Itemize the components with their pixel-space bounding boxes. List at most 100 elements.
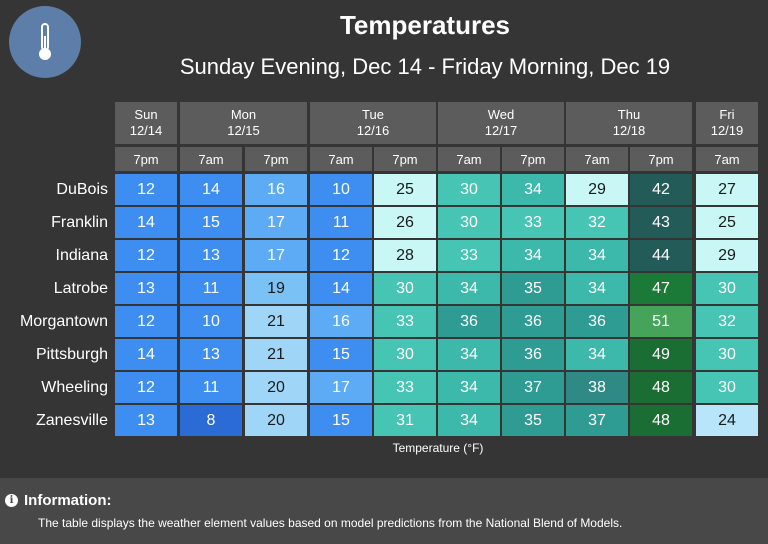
temperature-cell: 44 <box>630 240 692 271</box>
temperature-cell: 33 <box>502 207 564 238</box>
temperature-cell: 36 <box>502 306 564 337</box>
city-label: Morgantown <box>19 312 108 330</box>
temperature-cell: 33 <box>374 306 436 337</box>
temperature-cell: 51 <box>630 306 692 337</box>
time-header: 7am <box>566 147 628 171</box>
day-date: 12/16 <box>356 123 390 138</box>
temperature-cell: 21 <box>245 306 307 337</box>
temperature-cell: 30 <box>696 372 758 403</box>
temperature-cell: 24 <box>696 405 758 436</box>
temperature-cell: 36 <box>566 306 628 337</box>
temperature-cell: 14 <box>115 207 177 238</box>
temperature-cell: 15 <box>180 207 242 238</box>
temperature-cell: 37 <box>502 372 564 403</box>
temperature-cell: 30 <box>374 339 436 370</box>
day-date: 12/17 <box>484 123 518 138</box>
day-header-wed: Wed 12/17 <box>438 102 564 144</box>
temperature-cell: 14 <box>115 339 177 370</box>
information-panel: i Information: The table displays the we… <box>0 478 768 544</box>
day-name: Thu <box>617 107 641 122</box>
temperature-cell: 21 <box>245 339 307 370</box>
temperature-cell: 48 <box>630 405 692 436</box>
temperature-cell: 43 <box>630 207 692 238</box>
temperature-cell: 34 <box>502 240 564 271</box>
time-header: 7pm <box>502 147 564 171</box>
time-header: 7pm <box>115 147 177 171</box>
temperature-cell: 19 <box>245 273 307 304</box>
temperature-cell: 13 <box>180 240 242 271</box>
day-header-fri: Fri 12/19 <box>696 102 758 144</box>
temperature-cell: 14 <box>180 174 242 205</box>
temperature-cell: 34 <box>438 372 500 403</box>
city-label: Latrobe <box>53 279 108 297</box>
temperature-cell: 11 <box>180 273 242 304</box>
temperature-cell: 34 <box>438 405 500 436</box>
day-date: 12/14 <box>129 123 163 138</box>
temperature-cell: 34 <box>566 339 628 370</box>
temperature-cell: 12 <box>115 240 177 271</box>
temperature-cell: 11 <box>180 372 242 403</box>
temperature-cell: 34 <box>566 240 628 271</box>
temperature-cell: 42 <box>630 174 692 205</box>
temperature-cell: 35 <box>502 405 564 436</box>
page-subtitle: Sunday Evening, Dec 14 - Friday Morning,… <box>179 54 671 79</box>
day-header-thu: Thu 12/18 <box>566 102 692 144</box>
day-date: 12/18 <box>612 123 646 138</box>
time-header: 7am <box>310 147 372 171</box>
information-text: The table displays the weather element v… <box>38 516 623 530</box>
temperature-cell: 30 <box>438 174 500 205</box>
temperature-cell: 35 <box>502 273 564 304</box>
temperature-cell: 37 <box>566 405 628 436</box>
temperature-cell: 30 <box>696 273 758 304</box>
temperature-cell: 38 <box>566 372 628 403</box>
temperature-cell: 13 <box>115 273 177 304</box>
time-header: 7am <box>180 147 242 171</box>
temperature-cell: 12 <box>310 240 372 271</box>
temperature-cell: 10 <box>310 174 372 205</box>
day-header-tue: Tue 12/16 <box>310 102 436 144</box>
temperature-cell: 17 <box>245 207 307 238</box>
thermometer-logo <box>9 6 81 78</box>
temperature-cell: 30 <box>438 207 500 238</box>
temperature-cell: 13 <box>180 339 242 370</box>
city-label: DuBois <box>56 180 108 198</box>
temperature-cell: 36 <box>438 306 500 337</box>
temperature-cell: 27 <box>696 174 758 205</box>
temperature-cell: 12 <box>115 306 177 337</box>
time-header: 7pm <box>374 147 436 171</box>
temperature-cell: 32 <box>566 207 628 238</box>
temperature-cell: 17 <box>310 372 372 403</box>
temperature-cell: 13 <box>115 405 177 436</box>
temperature-cell: 29 <box>566 174 628 205</box>
day-header-sun: Sun 12/14 <box>115 102 177 144</box>
page-title: Temperatures <box>339 10 511 40</box>
temperature-cell: 25 <box>696 207 758 238</box>
city-label: Wheeling <box>41 378 108 396</box>
day-name: Wed <box>487 107 515 122</box>
day-name: Fri <box>719 107 735 122</box>
day-date: 12/19 <box>710 123 744 138</box>
temperature-cell: 49 <box>630 339 692 370</box>
temperature-cell: 8 <box>180 405 242 436</box>
temperature-cell: 20 <box>245 405 307 436</box>
temperature-cell: 25 <box>374 174 436 205</box>
temperature-cell: 34 <box>566 273 628 304</box>
temperature-cell: 17 <box>245 240 307 271</box>
temperature-cell: 10 <box>180 306 242 337</box>
city-label: Franklin <box>51 213 108 231</box>
info-icon: i <box>5 494 18 507</box>
temperature-cell: 33 <box>374 372 436 403</box>
temperature-cell: 34 <box>502 174 564 205</box>
temperature-cell: 20 <box>245 372 307 403</box>
temperature-cell: 34 <box>438 273 500 304</box>
temperature-cell: 30 <box>374 273 436 304</box>
city-label: Indiana <box>55 246 109 264</box>
day-header-mon: Mon 12/15 <box>180 102 307 144</box>
temperature-cell: 32 <box>696 306 758 337</box>
city-label: Pittsburgh <box>35 345 108 363</box>
information-heading: i Information: <box>5 492 112 509</box>
temperature-cell: 36 <box>502 339 564 370</box>
day-name: Tue <box>362 107 384 122</box>
temperature-cell: 26 <box>374 207 436 238</box>
temperature-cell: 15 <box>310 339 372 370</box>
